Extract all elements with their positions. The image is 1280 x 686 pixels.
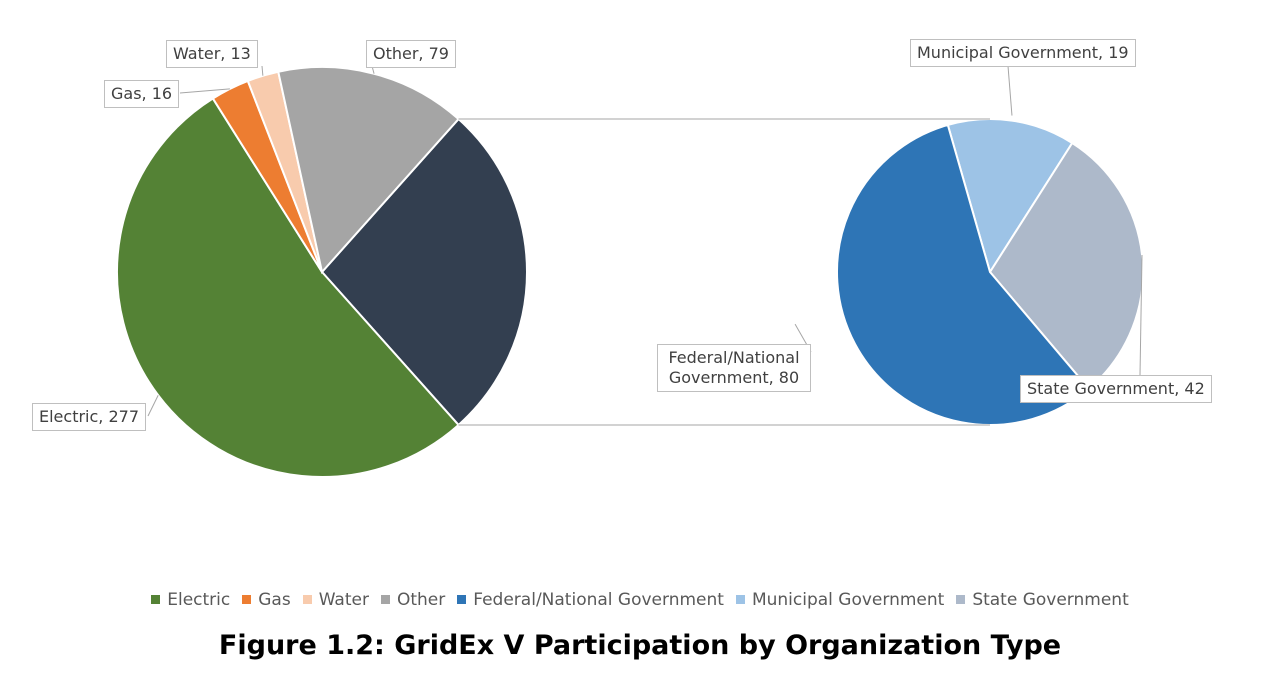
leader-line	[147, 395, 159, 417]
legend-swatch	[242, 595, 252, 604]
legend-label: Other	[396, 590, 446, 610]
legend-item: Electric	[151, 590, 230, 610]
data-label: State Government, 42	[1020, 375, 1212, 403]
legend-swatch	[302, 595, 312, 604]
data-label: Municipal Government, 19	[910, 39, 1136, 67]
legend-label: Gas	[258, 590, 291, 610]
legend-swatch	[735, 595, 745, 604]
pie-slice	[946, 118, 1074, 275]
legend-label: Federal/National Government	[473, 590, 724, 610]
leader-line	[261, 65, 264, 76]
leader-line	[1139, 254, 1143, 376]
data-label: Water, 13	[166, 40, 258, 68]
data-label: Federal/National Government, 80	[657, 344, 811, 392]
pie-slice	[116, 97, 460, 478]
pie-slice	[988, 141, 1145, 391]
legend-swatch	[380, 595, 390, 604]
pie-slice	[320, 117, 528, 427]
legend-item: Other	[380, 590, 446, 610]
legend-label: Municipal Government	[751, 590, 945, 610]
legend-item: Federal/National Government	[457, 590, 724, 610]
legend-swatch	[151, 595, 161, 604]
data-label: Electric, 277	[32, 403, 146, 431]
legend-item: Water	[302, 590, 369, 610]
legend-swatch	[457, 595, 467, 604]
legend-swatch	[956, 595, 966, 604]
legend-label: State Government	[972, 590, 1129, 610]
pie-slice	[836, 123, 1091, 426]
legend-item: Gas	[242, 590, 291, 610]
legend-item: State Government	[956, 590, 1129, 610]
legend-item: Municipal Government	[735, 590, 945, 610]
data-label: Other, 79	[366, 40, 456, 68]
pie-slice	[277, 66, 460, 275]
data-label: Gas, 16	[104, 80, 180, 108]
legend: Electric Gas Water Other Federal/National Go…	[0, 590, 1280, 610]
legend-label: Water	[318, 590, 369, 610]
leader-line	[1007, 65, 1013, 116]
leader-line	[179, 88, 230, 94]
legend-label: Electric	[167, 590, 231, 610]
chart-title: Figure 1.2: GridEx V Participation by Or…	[218, 630, 1062, 661]
